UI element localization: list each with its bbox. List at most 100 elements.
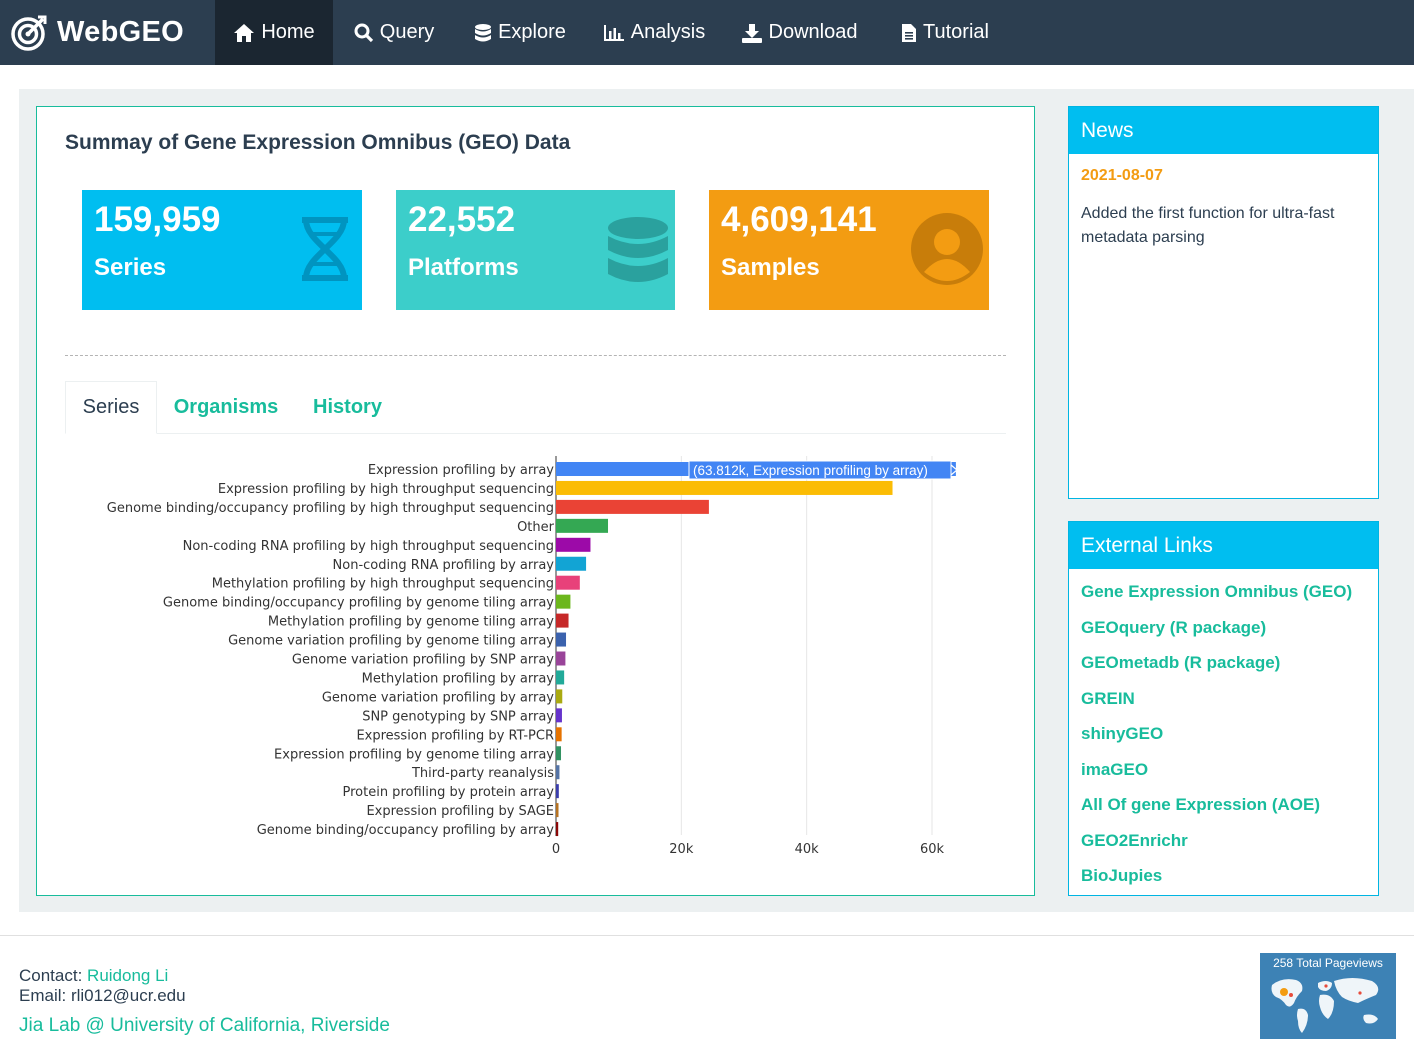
nav-analysis-label: Analysis — [630, 21, 706, 43]
user-icon — [911, 213, 983, 285]
tab-history[interactable]: History — [313, 396, 382, 418]
x-tick-label: 20k — [669, 842, 694, 857]
nav-explore[interactable]: Explore — [462, 0, 578, 65]
category-label: SNP genotyping by SNP array — [362, 709, 554, 724]
bar — [556, 594, 571, 609]
dna-icon — [302, 217, 348, 281]
stat-samples-value: 4,609,141 — [721, 200, 877, 239]
database-icon — [475, 23, 492, 41]
bar — [556, 632, 567, 647]
nav-tutorial[interactable]: Tutorial — [886, 0, 1004, 65]
brand-name: WebGEO — [57, 16, 184, 48]
stat-series: 159,959 Series — [82, 190, 362, 310]
category-label: Genome variation profiling by SNP array — [292, 653, 554, 668]
category-label: Methylation profiling by genome tiling a… — [268, 615, 554, 630]
nav-query-label: Query — [379, 21, 435, 43]
bar — [556, 765, 560, 780]
nav-home-label: Home — [261, 21, 315, 43]
link-shinygeo[interactable]: shinyGEO — [1081, 724, 1164, 743]
news-panel: News 2021-08-07 Added the first function… — [1068, 106, 1379, 499]
link-imageo[interactable]: imaGEO — [1081, 760, 1149, 779]
category-label: Third-party reanalysis — [411, 766, 554, 781]
category-label: Genome binding/occupancy profiling by ge… — [163, 596, 554, 611]
tooltip-text: (63.812k, Expression profiling by array) — [693, 463, 928, 478]
link-aoe[interactable]: All Of gene Expression (AOE) — [1081, 795, 1320, 814]
category-label: Expression profiling by RT-PCR — [356, 728, 554, 743]
bar — [556, 803, 559, 818]
nav-tutorial-label: Tutorial — [923, 21, 989, 43]
stat-samples-label: Samples — [721, 254, 820, 281]
external-links-title: External Links — [1069, 522, 1378, 569]
nav-analysis[interactable]: Analysis — [592, 0, 716, 65]
link-geoquery[interactable]: GEOquery (R package) — [1081, 618, 1267, 637]
stat-series-label: Series — [94, 254, 167, 281]
home-icon — [234, 23, 255, 42]
category-label: Methylation profiling by high throughput… — [212, 577, 554, 592]
file-icon — [902, 23, 917, 42]
link-geometadb[interactable]: GEOmetadb (R package) — [1081, 653, 1281, 672]
category-label: Non-coding RNA profiling by array — [333, 558, 555, 573]
category-label: Genome binding/occupancy profiling by ar… — [257, 823, 555, 838]
link-geo[interactable]: Gene Expression Omnibus (GEO) — [1081, 582, 1353, 601]
nav-home[interactable]: Home — [215, 0, 333, 65]
footer-lab-link[interactable]: Jia Lab @ University of California, Rive… — [19, 1015, 390, 1036]
footer-contact: Contact: Ruidong Li — [19, 966, 168, 986]
bar — [556, 480, 893, 495]
stat-platforms-value: 22,552 — [408, 200, 516, 239]
bar — [556, 537, 591, 552]
bar — [556, 651, 566, 666]
category-label: Protein profiling by protein array — [342, 785, 554, 800]
bar — [556, 746, 562, 761]
bar — [556, 499, 709, 514]
download-icon — [741, 23, 762, 43]
bar — [556, 689, 563, 704]
tooltip-arrow — [950, 464, 958, 476]
bar — [556, 556, 587, 571]
category-label: Genome variation profiling by array — [322, 690, 554, 705]
news-title: News — [1069, 107, 1378, 154]
pageviews-widget[interactable]: 258 Total Pageviews — [1260, 953, 1396, 1039]
nav-query[interactable]: Query — [340, 0, 448, 65]
tab-series[interactable]: Series — [65, 381, 157, 434]
tabs-baseline — [65, 433, 1006, 434]
stat-series-value: 159,959 — [94, 200, 221, 239]
bar — [556, 784, 559, 799]
database-icon — [608, 217, 668, 282]
category-label: Expression profiling by high throughput … — [218, 482, 554, 497]
divider — [65, 355, 1006, 356]
x-tick-label: 60k — [920, 842, 945, 857]
link-geo2enrichr[interactable]: GEO2Enrichr — [1081, 831, 1188, 850]
contact-name-link[interactable]: Ruidong Li — [87, 966, 169, 985]
stat-samples: 4,609,141 Samples — [709, 190, 989, 310]
bar-chart-icon — [603, 24, 624, 41]
bar — [556, 613, 569, 628]
nav-download[interactable]: Download — [728, 0, 870, 65]
brand[interactable]: WebGEO — [10, 0, 184, 65]
category-label: Other — [517, 520, 555, 535]
category-label: Methylation profiling by array — [362, 671, 555, 686]
link-grein[interactable]: GREIN — [1081, 689, 1135, 708]
bar — [556, 822, 559, 837]
footer-divider — [0, 935, 1414, 936]
tab-organisms[interactable]: Organisms — [173, 396, 279, 418]
category-label: Genome variation profiling by genome til… — [228, 634, 554, 649]
target-logo-icon — [11, 15, 47, 51]
search-icon — [354, 23, 373, 42]
category-label: Expression profiling by SAGE — [366, 804, 554, 819]
bar — [556, 727, 562, 742]
bar — [556, 575, 580, 590]
tooltip-box — [688, 460, 952, 480]
contact-label: Contact: — [19, 966, 83, 985]
news-date: 2021-08-07 — [1081, 167, 1163, 184]
footer-email: Email: rli012@ucr.edu — [19, 986, 186, 1005]
link-biojupies[interactable]: BioJupies — [1081, 866, 1163, 885]
x-tick-label: 0 — [552, 842, 560, 857]
stat-platforms: 22,552 Platforms — [396, 190, 675, 310]
navbar: WebGEO Home Query Explore Analysis Downl… — [0, 0, 1414, 65]
stat-platforms-label: Platforms — [408, 254, 519, 281]
series-bar-chart: 0 20k 40k 60k Expression profiling by array E… — [107, 456, 958, 857]
category-label: Expression profiling by array — [368, 463, 554, 478]
bar — [556, 670, 565, 685]
summary-title: Summay of Gene Expression Omnibus (GEO) … — [65, 131, 571, 154]
world-map-icon — [1271, 978, 1379, 1033]
